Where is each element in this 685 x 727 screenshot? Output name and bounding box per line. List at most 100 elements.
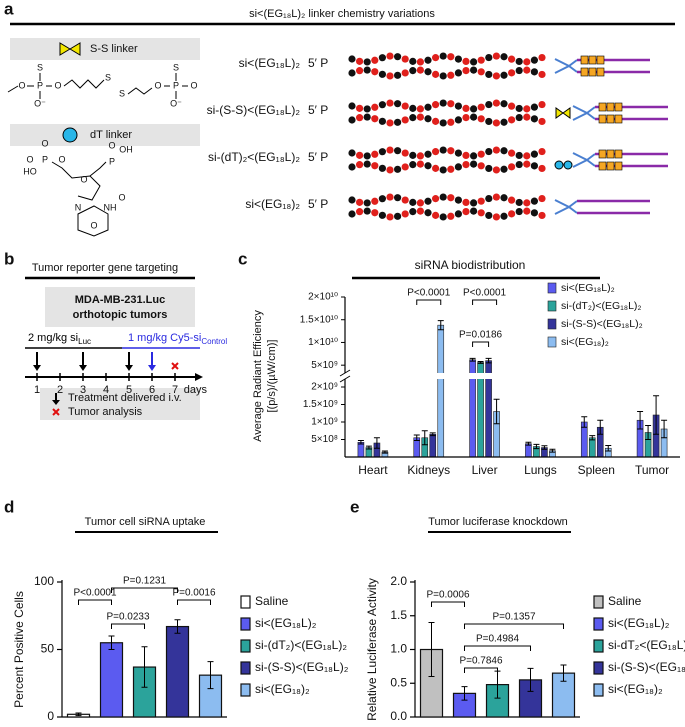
y-tick-label: 1.0 [390, 642, 407, 656]
chart-title: Tumor cell siRNA uptake [85, 516, 206, 528]
legend-label: si-(S-S)<(EG₁₈L)₂ [608, 660, 685, 674]
construct-label: si-(S-S)<(EG₁₈L)₂ [207, 103, 301, 117]
helix-bead [500, 53, 508, 61]
helix-bead [530, 103, 539, 111]
helix-bead [394, 118, 402, 126]
atom: S [173, 62, 179, 72]
day-label: 5 [126, 384, 132, 396]
atom: HO [23, 166, 37, 176]
helix-bead [530, 162, 539, 170]
helix-bead [371, 209, 379, 217]
line [554, 58, 570, 67]
error-bar [485, 357, 492, 364]
helix-bead [363, 160, 371, 168]
line [586, 112, 596, 120]
helix-bead [462, 160, 470, 169]
helix-bead [401, 116, 409, 124]
y-tick-label: 1×10⁹ [311, 417, 338, 428]
helix-bead [394, 100, 402, 108]
helix-bead [409, 208, 417, 216]
helix-bead [500, 100, 508, 108]
line [568, 206, 578, 214]
error-bar [653, 395, 660, 435]
arrow-head [52, 400, 60, 405]
helix-bead [515, 57, 523, 66]
line [568, 65, 578, 73]
helix-bead [538, 53, 546, 62]
bar [165, 625, 190, 718]
panel-label: e [350, 497, 359, 516]
helix-bead [454, 196, 462, 204]
helix-bead [447, 194, 455, 202]
dose-label: 2 mg/kg siLuc [28, 332, 91, 346]
helix-bead [401, 196, 409, 204]
error-bar [541, 445, 548, 450]
bar [588, 437, 596, 458]
atom: O [154, 80, 161, 90]
y-tick-label: 2×10¹⁰ [308, 292, 338, 303]
helix-bead [462, 113, 470, 122]
chart-title: siRNA biodistribution [415, 258, 526, 272]
helix-bead [523, 66, 531, 74]
helix-bead [371, 68, 379, 76]
atom: P [109, 156, 115, 166]
y-tick-label: 50 [41, 642, 55, 656]
legend-label: si<(EG₁₈L)₂ [255, 616, 317, 630]
error-bar [365, 445, 372, 450]
helix-bead [462, 151, 470, 160]
helix-bead [447, 165, 455, 173]
helix-bead [356, 208, 364, 216]
error-bar [549, 448, 556, 453]
helix-bead [454, 102, 462, 110]
helix-bead [432, 164, 440, 172]
error-bar [357, 440, 364, 445]
legend-swatch [593, 595, 604, 609]
helix-bead [439, 99, 447, 107]
helix-bead [477, 197, 485, 205]
line [572, 105, 588, 114]
five-prime-label: 5′ P [308, 197, 328, 211]
helix-bead [485, 53, 493, 62]
error-bar [413, 434, 420, 442]
atom: O [18, 80, 25, 90]
error-bar [373, 437, 380, 449]
dt-icon [62, 127, 78, 143]
helix-bead [515, 151, 523, 160]
helix-bead [439, 146, 447, 154]
error-bar [108, 635, 115, 650]
helix-bead [530, 209, 539, 217]
legend-swatch [240, 639, 251, 653]
bracket [464, 623, 564, 629]
helix-bead [386, 166, 394, 174]
atom: O [190, 80, 197, 90]
error-bar [560, 664, 567, 682]
helix-bead [508, 210, 516, 218]
helix-bead [485, 211, 493, 220]
helix-bead [508, 149, 516, 157]
construct-label: si<(EG₁₈)₂ [245, 197, 300, 211]
helix-bead [363, 58, 371, 66]
label-box [10, 124, 200, 146]
helix-bead [477, 56, 485, 64]
legend-label: Saline [255, 594, 289, 608]
atom: O [41, 138, 48, 148]
helix-bead [371, 197, 379, 205]
y-tick-label: 1.5×10⁹ [303, 399, 338, 410]
atom: S [119, 88, 125, 98]
label-box [45, 287, 195, 327]
x-tick-label: Spleen [578, 463, 615, 477]
helix-bead [470, 207, 478, 215]
helix-bead [432, 148, 440, 156]
helix-bead [363, 152, 371, 160]
bond [7, 85, 19, 93]
helix-bead [485, 70, 493, 79]
helix-bead [454, 116, 462, 124]
helix-bead [462, 198, 470, 207]
helix-bead [515, 198, 523, 207]
arrow-head [195, 373, 203, 381]
model-text: MDA-MB-231.Luc [75, 294, 165, 306]
label-box [10, 38, 200, 60]
linker-label: dT linker [90, 129, 132, 141]
error-bar [75, 712, 82, 717]
